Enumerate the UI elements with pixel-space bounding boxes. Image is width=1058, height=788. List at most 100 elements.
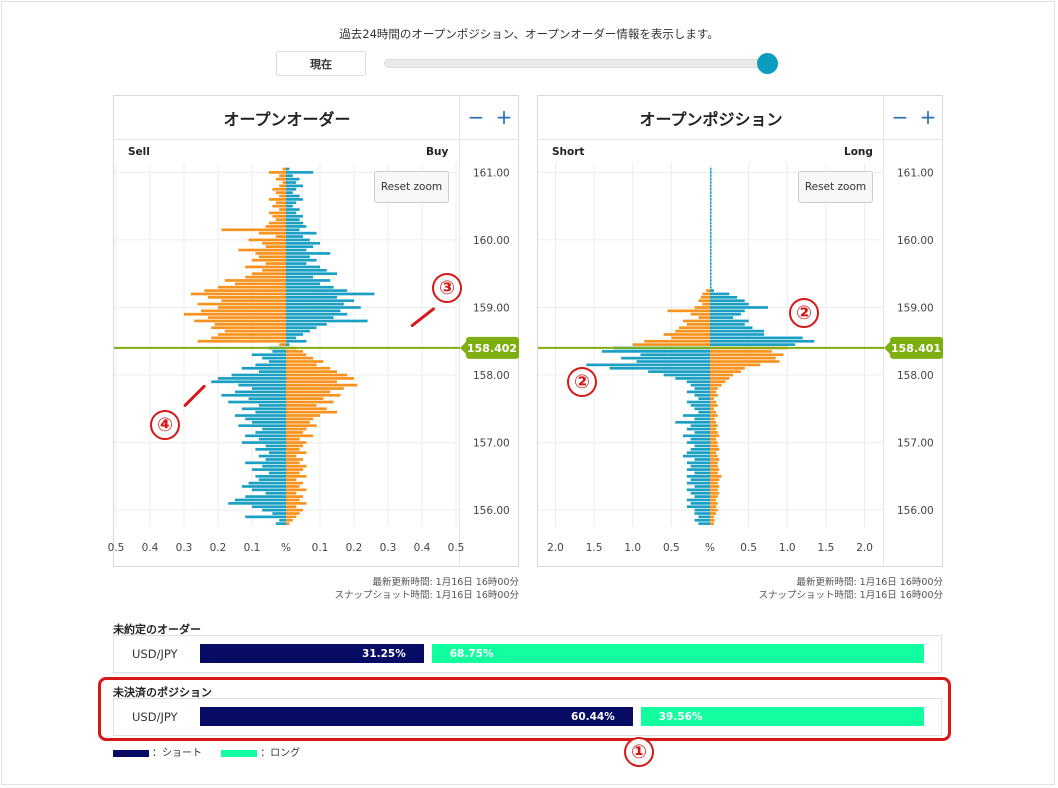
left-bar [686, 481, 710, 485]
left-bar [262, 241, 286, 245]
right-bar [710, 211, 712, 215]
right-bar [710, 444, 718, 448]
left-bar [690, 404, 710, 407]
right-bar [286, 309, 341, 313]
x-tick-label: % [705, 542, 715, 554]
left-bar [694, 518, 710, 522]
zoom-in-button[interactable]: + [919, 105, 937, 129]
price-tag-arrow [460, 341, 466, 354]
left-bar [252, 468, 286, 471]
left-bar [272, 512, 286, 515]
right-bar [286, 410, 337, 414]
price-tag-arrow [884, 341, 890, 354]
right-bar [710, 451, 717, 455]
right-bar [286, 258, 317, 262]
short-swatch [113, 749, 149, 757]
left-bar [265, 245, 286, 249]
right-bar [286, 360, 324, 363]
left-bar [279, 208, 286, 211]
right-bar [710, 414, 718, 417]
left-bar [694, 306, 710, 309]
left-bar [686, 505, 710, 509]
left-bar [252, 505, 286, 509]
right-bar [710, 410, 717, 414]
left-bar [269, 471, 286, 475]
right-bar [286, 218, 300, 222]
left-bar [690, 424, 710, 428]
right-bar [286, 380, 337, 384]
left-bar [279, 184, 286, 188]
right-bar [710, 474, 722, 478]
page-caption: 過去24時間のオープンポジション、オープンオーダー情報を表示します。 [339, 27, 719, 41]
right-bar [710, 329, 765, 333]
pending-orders-ratio: USD/JPY 31.25% 68.75% [113, 635, 942, 673]
y-tick-label: 161.00 [473, 167, 510, 179]
right-bar [710, 228, 712, 232]
left-bar [221, 228, 286, 232]
left-bar [698, 515, 710, 519]
left-bar [601, 350, 710, 353]
right-bar [286, 245, 314, 249]
reset-zoom-button[interactable]: Reset zoom [374, 171, 449, 203]
panel-divider [883, 96, 884, 566]
zoom-in-button[interactable]: + [495, 105, 513, 129]
left-bar [272, 204, 286, 208]
annotation-marker-3: ③ [432, 273, 462, 303]
right-bar [286, 292, 375, 296]
legend-long-label: ：ロング [260, 748, 301, 759]
y-tick-label: 160.00 [897, 235, 934, 247]
right-bar [710, 248, 712, 252]
right-bar [286, 377, 354, 380]
zoom-out-button[interactable]: − [891, 105, 909, 129]
right-bar [710, 231, 712, 235]
right-bar [710, 285, 712, 289]
right-bar [286, 339, 307, 343]
x-tick-label: 0.4 [142, 542, 159, 554]
right-bar [710, 181, 712, 184]
left-bar [211, 326, 286, 330]
right-bar [710, 204, 712, 208]
left-bar [224, 279, 286, 282]
right-bar [286, 400, 334, 404]
left-bar [245, 265, 286, 269]
y-tick-label: 157.00 [473, 438, 510, 450]
right-bar [286, 420, 310, 424]
left-bar [218, 377, 286, 380]
left-bar [204, 289, 286, 292]
right-bar [710, 447, 720, 451]
right-bar [286, 366, 331, 370]
time-slider-thumb[interactable] [757, 53, 778, 74]
open-orders-chart[interactable]: 0.5 0.4 0.3 0.2 0.1% 0.1 0.2 0.3 0.4 0.5 161.00 160… [108, 96, 520, 568]
time-slider-track[interactable] [384, 59, 768, 68]
right-bar [286, 312, 348, 316]
right-bar [286, 437, 300, 441]
y-tick-label: 159.00 [473, 302, 510, 314]
x-tick-label: 0.3 [380, 542, 397, 554]
zoom-out-button[interactable]: − [467, 105, 485, 129]
left-bar [686, 380, 710, 384]
left-bar [694, 431, 710, 434]
right-bar [286, 201, 297, 205]
right-bar [710, 393, 718, 397]
right-bar [286, 265, 320, 269]
reset-zoom-button[interactable]: Reset zoom [798, 171, 873, 203]
right-bar [286, 171, 314, 174]
right-bar [286, 208, 300, 211]
open-positions-chart[interactable]: 2.0 1.5 1.0 0.5% 0.5 1.0 1.5 2.0 161.00 160.00 159… [538, 96, 944, 568]
right-bar [286, 231, 317, 235]
annotation-marker-4: ④ [150, 410, 180, 440]
right-bar [286, 485, 300, 488]
right-bar [710, 400, 717, 404]
left-bar [207, 316, 286, 319]
right-bar [710, 407, 714, 411]
left-bar [586, 363, 710, 367]
right-bar [286, 431, 303, 434]
right-bar [710, 245, 712, 249]
left-bar [702, 302, 710, 306]
now-button[interactable]: 現在 [276, 51, 366, 76]
left-bar [690, 464, 710, 468]
currency-pair: USD/JPY [132, 647, 178, 661]
right-bar [710, 279, 712, 282]
left-bar [706, 289, 710, 292]
left-bar [275, 218, 286, 222]
